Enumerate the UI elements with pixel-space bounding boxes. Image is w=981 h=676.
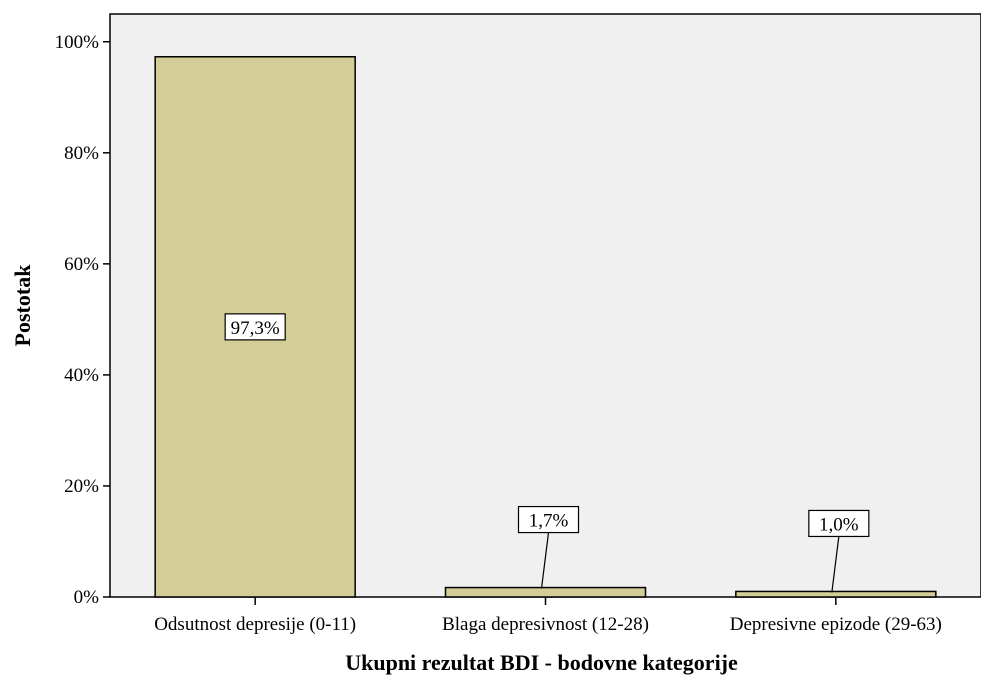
y-tick-label: 0%: [74, 587, 100, 608]
data-labels: 97,3% 1,7% 1,0%: [224, 313, 870, 593]
y-tick-label: 80%: [64, 143, 99, 164]
data-label-leader: [831, 536, 840, 593]
y-axis: 0% 20% 40% 60% 80% 100%: [55, 32, 110, 608]
x-tick-label: Depresivne epizode (29-63): [730, 614, 942, 635]
y-tick-label: 60%: [64, 254, 99, 275]
x-tick-label: Odsutnost depresije (0-11): [154, 614, 356, 635]
x-tick-label: Blaga depresivnost (12-28): [442, 614, 649, 635]
x-axis-title: Ukupni rezultat BDI - bodovne kategorije: [345, 650, 738, 675]
data-label-box: [517, 505, 580, 534]
bar: [735, 590, 937, 598]
x-axis: Odsutnost depresije (0-11) Blaga depresiv…: [154, 597, 942, 635]
data-label-leader: [540, 532, 550, 589]
data-label-text: 1,0%: [819, 514, 859, 535]
data-label-box: [808, 509, 870, 538]
data-label-text: 1,7%: [529, 511, 569, 532]
data-label: 1,7%: [517, 505, 580, 589]
y-tick-label: 100%: [55, 32, 100, 53]
data-label: 97,3%: [224, 313, 286, 341]
bar: [444, 586, 647, 598]
y-axis-title: Postotak: [10, 264, 35, 347]
y-tick-label: 40%: [64, 365, 99, 386]
data-label-text: 97,3%: [231, 318, 280, 339]
data-label-box: [224, 313, 286, 341]
data-label: 1,0%: [808, 509, 870, 593]
y-tick-label: 20%: [64, 476, 99, 497]
